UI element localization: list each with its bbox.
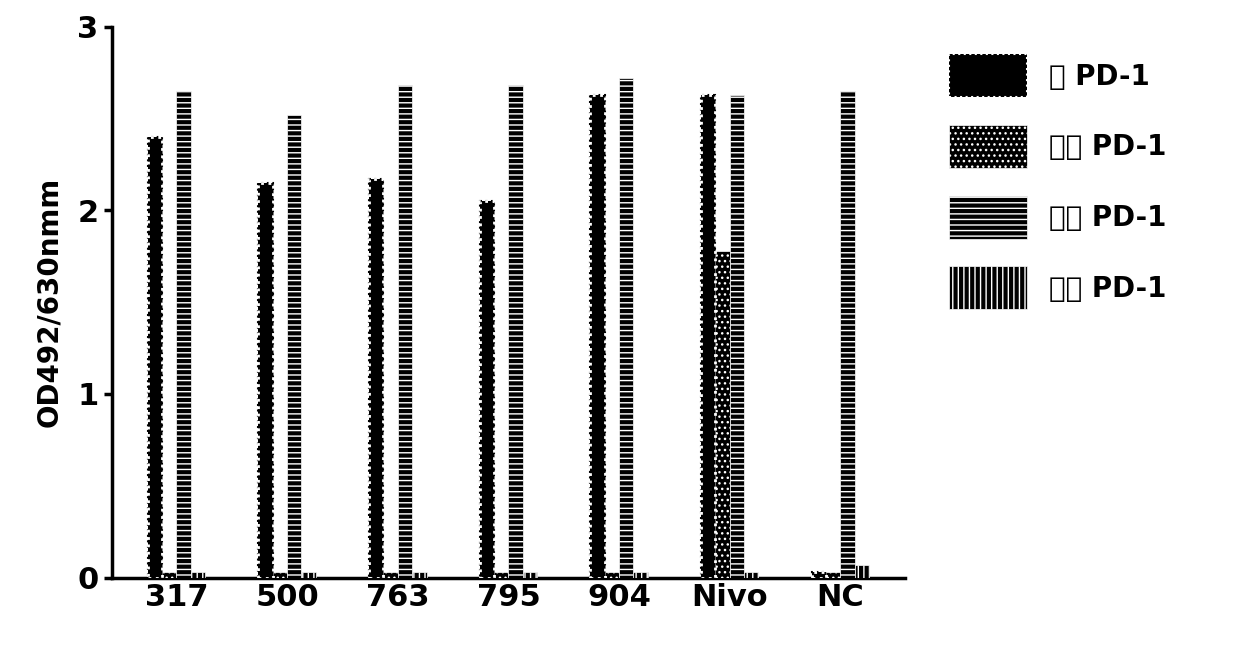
Bar [715,251,729,578]
Bar [634,572,647,578]
Bar [191,572,205,578]
Bar [480,201,494,578]
Bar [301,572,316,578]
Bar [176,91,191,578]
Bar [258,183,273,578]
Bar [619,78,634,578]
Bar [370,179,383,578]
Bar [412,572,427,578]
Bar [590,94,605,578]
Bar [701,94,715,578]
Bar [605,572,619,578]
Bar [148,137,162,578]
Bar [744,572,759,578]
Bar [508,86,523,578]
Bar [162,572,176,578]
Bar [480,201,494,578]
Bar [812,572,826,578]
Bar [494,572,508,578]
Bar [729,94,744,578]
Bar [826,572,841,578]
Legend: 人 PD-1, 小鼠 PD-1, 大鼠 PD-1, 猴子 PD-1: 人 PD-1, 小鼠 PD-1, 大鼠 PD-1, 猴子 PD-1 [935,41,1180,323]
Bar [523,572,537,578]
Bar [398,86,412,578]
Bar [383,572,398,578]
Bar [273,572,288,578]
Bar [148,137,162,578]
Bar [258,183,273,578]
Bar [841,91,854,578]
Bar [854,565,869,578]
Y-axis label: OD492/630nmm: OD492/630nmm [35,177,63,427]
Bar [701,94,715,578]
Bar [590,94,605,578]
Bar [288,115,301,578]
Bar [370,179,383,578]
Bar [812,572,826,578]
